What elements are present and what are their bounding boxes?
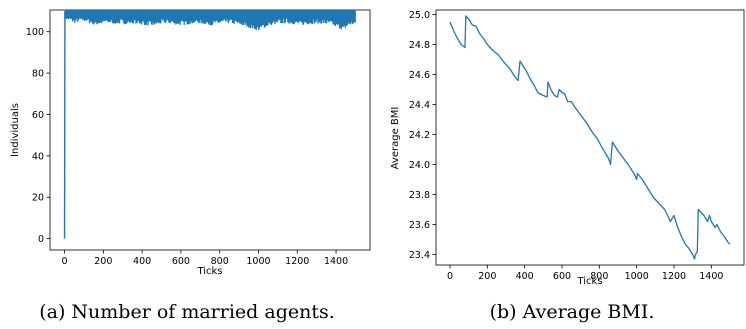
x-tick-label: 800 xyxy=(590,271,608,282)
y-tick-label: 24.6 xyxy=(409,70,430,81)
y-axis-label: Average BMI xyxy=(390,107,401,170)
y-tick-label: 23.6 xyxy=(409,220,430,231)
x-tick-label: 1200 xyxy=(285,256,309,267)
y-tick-label: 24.0 xyxy=(409,160,430,171)
y-axis-ticks: 23.4 23.6 23.8 24.0 24.2 24.4 24.6 24.8 25.0 xyxy=(409,10,436,261)
x-axis-ticks: 0 200 400 600 800 1000 1200 1400 xyxy=(447,265,723,282)
x-tick-label: 0 xyxy=(447,271,453,282)
x-tick-label: 1000 xyxy=(246,256,270,267)
married-agents-chart: 0 200 400 600 800 1000 1200 1400 0 20 40 60 80 100 T… xyxy=(10,9,371,323)
y-tick-label: 80 xyxy=(32,69,44,80)
x-tick-label: 200 xyxy=(94,256,112,267)
x-tick-label: 0 xyxy=(62,256,68,267)
x-tick-label: 600 xyxy=(553,271,571,282)
series-oscillation xyxy=(64,11,356,30)
y-tick-label: 24.2 xyxy=(409,130,430,141)
x-tick-label: 400 xyxy=(133,256,151,267)
y-tick-label: 24.4 xyxy=(409,100,430,111)
x-tick-label: 1400 xyxy=(699,271,723,282)
y-tick-label: 24.8 xyxy=(409,40,430,51)
y-tick-label: 100 xyxy=(26,27,44,38)
y-tick-label: 60 xyxy=(32,110,44,121)
plot-frame xyxy=(435,9,745,266)
x-axis-ticks: 0 200 400 600 800 1000 1200 1400 xyxy=(62,250,348,267)
figure-caption: (b) Average BMI. xyxy=(490,301,655,323)
x-tick-label: 400 xyxy=(516,271,534,282)
series-layer xyxy=(63,10,356,239)
y-tick-label: 20 xyxy=(32,193,44,204)
y-tick-label: 40 xyxy=(32,151,44,162)
figure-caption: (a) Number of married agents. xyxy=(39,301,335,323)
series-layer xyxy=(449,15,731,260)
y-tick-label: 23.8 xyxy=(409,190,430,201)
y-axis-ticks: 0 20 40 60 80 100 xyxy=(26,27,50,245)
x-tick-label: 1000 xyxy=(625,271,649,282)
y-tick-label: 0 xyxy=(38,234,44,245)
x-axis-label: Ticks xyxy=(196,266,222,277)
y-tick-label: 23.4 xyxy=(409,250,430,261)
plot-frame xyxy=(49,9,371,251)
average-bmi-chart: 0 200 400 600 800 1000 1200 1400 23.4 23.6 23.8 24… xyxy=(390,9,745,323)
x-tick-label: 1400 xyxy=(324,256,348,267)
x-tick-label: 200 xyxy=(478,271,496,282)
series-line xyxy=(449,15,731,260)
x-tick-label: 1200 xyxy=(662,271,686,282)
x-tick-label: 600 xyxy=(172,256,190,267)
y-axis-label: Individuals xyxy=(10,103,21,157)
x-tick-label: 800 xyxy=(211,256,229,267)
x-axis-label: Ticks xyxy=(576,276,602,287)
y-tick-label: 25.0 xyxy=(409,10,430,21)
